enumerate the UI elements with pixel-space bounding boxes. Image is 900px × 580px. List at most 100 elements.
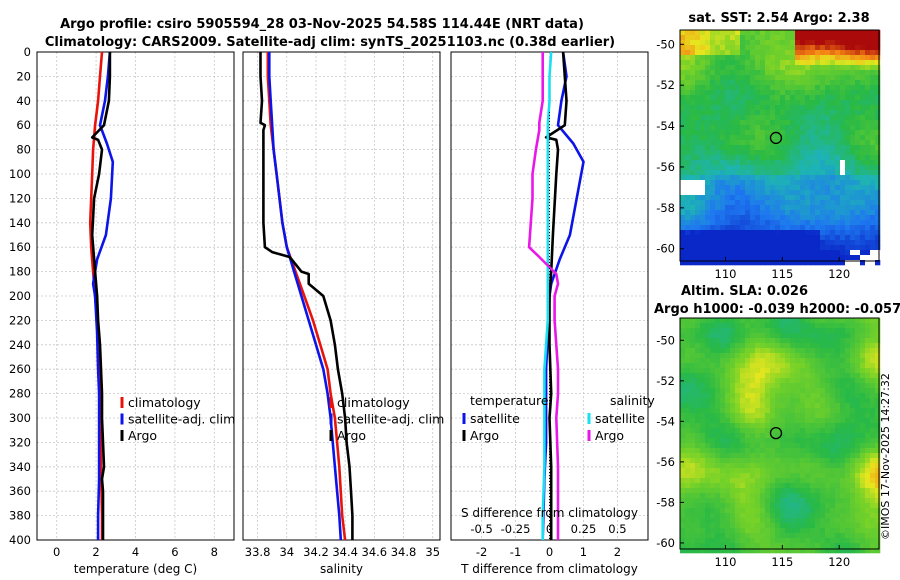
heatmap-cell bbox=[815, 403, 821, 409]
heatmap-cell bbox=[795, 548, 801, 554]
heatmap-cell bbox=[710, 55, 716, 61]
heatmap-cell bbox=[720, 393, 726, 399]
heatmap-cell bbox=[685, 150, 691, 156]
heatmap-cell bbox=[715, 250, 721, 256]
heatmap-cell bbox=[800, 95, 806, 101]
heatmap-cell bbox=[830, 398, 836, 404]
heatmap-cell bbox=[785, 105, 791, 111]
heatmap-cell bbox=[720, 438, 726, 444]
heatmap-cell bbox=[860, 65, 866, 71]
heatmap-cell bbox=[765, 353, 771, 359]
heatmap-cell bbox=[840, 513, 846, 519]
heatmap-cell bbox=[875, 35, 881, 41]
heatmap-cell bbox=[745, 338, 751, 344]
heatmap-cell bbox=[875, 433, 881, 439]
heatmap-cell bbox=[875, 343, 881, 349]
heatmap-cell bbox=[700, 60, 706, 66]
heatmap-cell bbox=[715, 393, 721, 399]
heatmap-cell bbox=[740, 533, 746, 539]
heatmap-cell bbox=[765, 423, 771, 429]
heatmap-cell bbox=[725, 240, 731, 246]
heatmap-cell bbox=[705, 463, 711, 469]
heatmap-cell bbox=[780, 200, 786, 206]
heatmap-cell bbox=[840, 453, 846, 459]
heatmap-cell bbox=[730, 210, 736, 216]
heatmap-cell bbox=[820, 498, 826, 504]
heatmap-cell bbox=[855, 318, 861, 324]
heatmap-cell bbox=[770, 408, 776, 414]
heatmap-cell bbox=[815, 140, 821, 146]
heatmap-cell bbox=[875, 140, 881, 146]
heatmap-cell bbox=[750, 503, 756, 509]
heatmap-cell bbox=[730, 130, 736, 136]
heatmap-cell bbox=[770, 50, 776, 56]
heatmap-cell bbox=[800, 378, 806, 384]
heatmap-cell bbox=[865, 373, 871, 379]
heatmap-cell bbox=[790, 523, 796, 529]
heatmap-cell bbox=[750, 523, 756, 529]
heatmap-cell bbox=[790, 378, 796, 384]
heatmap-cell bbox=[830, 413, 836, 419]
heatmap-cell bbox=[815, 190, 821, 196]
heatmap-cell bbox=[760, 150, 766, 156]
heatmap-cell bbox=[795, 453, 801, 459]
heatmap-cell bbox=[755, 368, 761, 374]
heatmap-cell bbox=[735, 190, 741, 196]
heatmap-cell bbox=[865, 358, 871, 364]
heatmap-cell bbox=[855, 523, 861, 529]
heatmap-cell bbox=[760, 383, 766, 389]
heatmap-cell bbox=[795, 543, 801, 549]
heatmap-cell bbox=[690, 453, 696, 459]
heatmap-cell bbox=[815, 333, 821, 339]
heatmap-cell bbox=[685, 245, 691, 251]
heatmap-cell bbox=[685, 528, 691, 534]
heatmap-cell bbox=[715, 433, 721, 439]
heatmap-cell bbox=[830, 80, 836, 86]
heatmap-cell bbox=[860, 548, 866, 554]
heatmap-cell bbox=[755, 393, 761, 399]
heatmap-cell bbox=[775, 150, 781, 156]
heatmap-cell bbox=[700, 80, 706, 86]
sst-map-title: sat. SST: 2.54 Argo: 2.38 bbox=[688, 11, 869, 26]
heatmap-cell bbox=[840, 433, 846, 439]
heatmap-cell bbox=[825, 378, 831, 384]
heatmap-cell bbox=[840, 478, 846, 484]
heatmap-cell bbox=[795, 423, 801, 429]
heatmap-cell bbox=[740, 245, 746, 251]
heatmap-cell bbox=[695, 398, 701, 404]
heatmap-cell bbox=[735, 338, 741, 344]
heatmap-cell bbox=[700, 318, 706, 324]
heatmap-cell bbox=[750, 478, 756, 484]
heatmap-cell bbox=[860, 393, 866, 399]
heatmap-cell bbox=[710, 120, 716, 126]
heatmap-cell bbox=[695, 210, 701, 216]
heatmap-cell bbox=[690, 448, 696, 454]
heatmap-cell bbox=[785, 403, 791, 409]
heatmap-cell bbox=[835, 498, 841, 504]
heatmap-cell bbox=[800, 513, 806, 519]
heatmap-cell bbox=[780, 443, 786, 449]
heatmap-cell bbox=[710, 423, 716, 429]
heatmap-cell bbox=[820, 115, 826, 121]
heatmap-cell bbox=[735, 493, 741, 499]
heatmap-cell bbox=[865, 538, 871, 544]
heatmap-cell bbox=[765, 165, 771, 171]
heatmap-cell bbox=[820, 120, 826, 126]
heatmap-cell bbox=[790, 538, 796, 544]
heatmap-cell bbox=[810, 135, 816, 141]
heatmap-cell bbox=[695, 130, 701, 136]
heatmap-cell bbox=[785, 175, 791, 181]
heatmap-cell bbox=[700, 220, 706, 226]
heatmap-cell bbox=[800, 245, 806, 251]
heatmap-cell bbox=[765, 498, 771, 504]
heatmap-cell bbox=[745, 398, 751, 404]
heatmap-cell bbox=[805, 508, 811, 514]
heatmap-cell bbox=[820, 353, 826, 359]
heatmap-cell bbox=[845, 255, 851, 261]
heatmap-cell bbox=[765, 333, 771, 339]
heatmap-cell bbox=[870, 533, 876, 539]
heatmap-cell bbox=[780, 433, 786, 439]
heatmap-cell bbox=[810, 433, 816, 439]
heatmap-cell bbox=[690, 368, 696, 374]
heatmap-cell bbox=[770, 483, 776, 489]
